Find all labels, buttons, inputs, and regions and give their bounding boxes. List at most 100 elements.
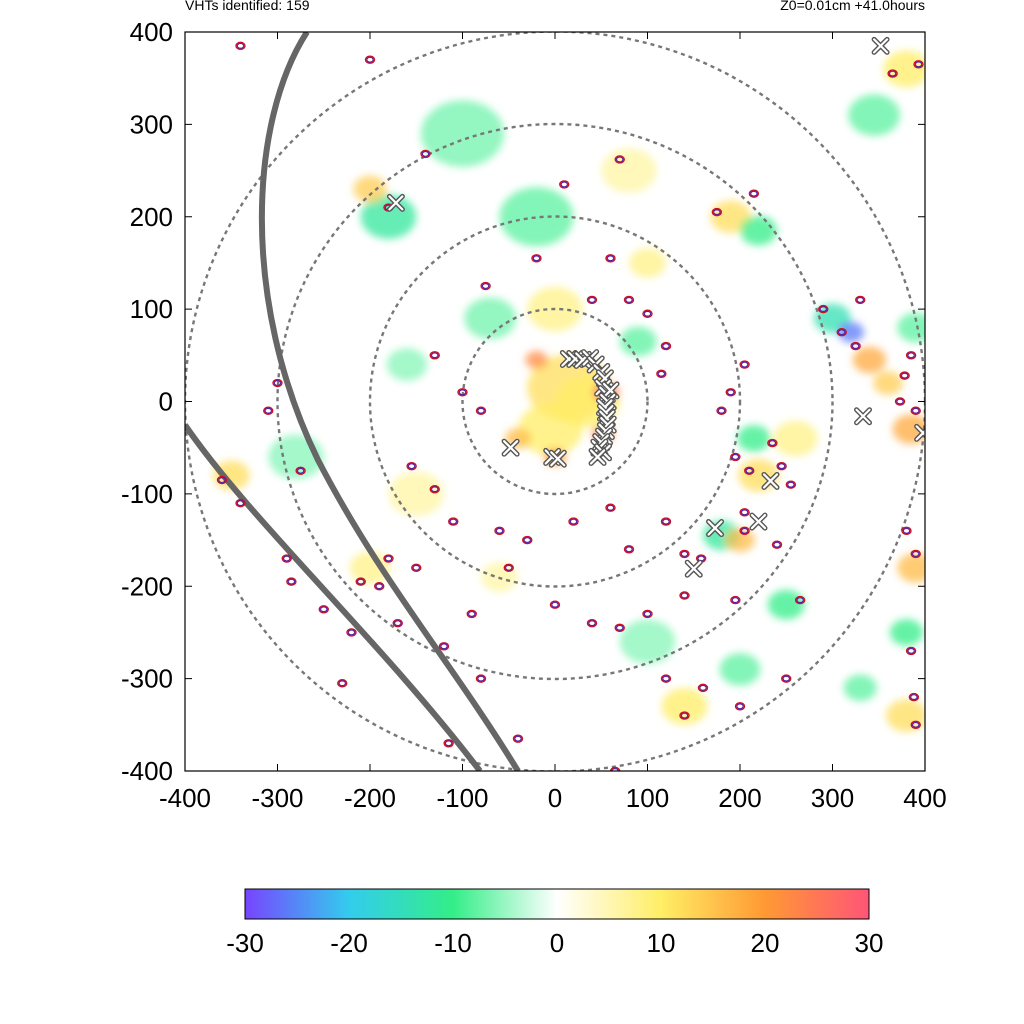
contour-outer [901,526,912,536]
vht-marker-core [873,38,889,54]
contour-outer [609,766,621,771]
anomaly-blob [349,551,391,585]
contour-outer [429,351,440,360]
contour-outer [614,155,625,164]
contour-loop [522,535,533,545]
contour-loop [908,692,920,702]
anomaly-field [212,50,925,732]
contour-outer [605,503,616,512]
contour-outer [355,577,366,586]
contour-outer [913,60,924,69]
contour-inner [421,150,430,157]
contour-outer [443,739,454,748]
contour-outer [679,591,690,600]
contour-loop [337,679,348,688]
x-tick-label: 400 [903,783,946,813]
anomaly-blob [518,403,583,456]
contour-inner [477,675,485,682]
contour-outer [771,540,783,549]
colorbar-tick-label: -30 [226,928,264,958]
contour-loop [910,406,921,415]
contour-outer [475,674,487,683]
contour-outer [263,406,274,415]
contour-inner [740,527,749,534]
contour-loop [355,577,366,586]
contour-outer [660,341,672,351]
contour-loop [725,388,736,397]
contour-loop [785,480,797,489]
contour-outer [374,582,385,591]
contour-inner [851,343,860,350]
contour-outer [559,180,570,189]
vht-marker-core [503,440,519,456]
run-info-label: Z0=0.01cm +41.0hours [780,0,925,13]
contour-inner [347,629,356,636]
y-tick-label: -100 [121,479,173,509]
contour-inner [467,610,476,617]
anomaly-blob [601,148,657,193]
contour-inner [273,380,282,387]
contour-outer [776,461,787,471]
anomaly-blob [838,321,864,343]
contour-outer [679,711,690,720]
contour-inner [796,597,804,604]
contour-inner [412,564,421,571]
contour-loop [734,702,746,711]
anomaly-blob [873,371,903,395]
anomaly-blob [889,619,924,646]
contour-outer [910,549,921,559]
anomaly-blob [619,326,657,357]
contour-outer [623,545,635,554]
coastlines [185,32,521,771]
contour-loop [605,503,616,512]
contour-outer [734,702,746,711]
contour-outer [642,309,653,318]
contour-inner [731,597,740,604]
contour-outer [392,619,403,628]
vht-marker [684,559,703,578]
contour-outer [568,517,579,526]
anomaly-blob [499,187,574,247]
contour-loop [905,646,917,656]
contour-inner [449,518,458,525]
range-ring-200 [368,215,742,588]
contour-outer [235,498,246,508]
range-ring-300 [276,122,834,681]
contour-outer [429,485,440,494]
contour-loop [503,563,514,572]
y-tick-label: 100 [130,294,173,324]
contour-inner [625,296,633,303]
contour-inner [477,407,485,414]
contour-inner [787,481,795,488]
contour-loop [494,526,505,536]
contour-outer [531,254,542,263]
contour-outer [586,619,598,628]
contour-loop [739,360,750,369]
y-tick-label: 0 [159,387,173,417]
contour-loop [836,328,847,337]
contour-inner [236,42,245,49]
contour-loop [295,466,306,475]
contour-outer [905,351,917,360]
contour-inner [430,352,439,359]
y-tick-label: 300 [130,109,173,139]
contour-inner [440,643,448,650]
vht-marker [706,519,725,538]
vht-markers [386,36,925,578]
contour-outer [337,679,348,688]
contour-inner [375,583,384,590]
contour-outer [512,734,524,743]
contour-inner [745,467,754,474]
vht-marker [501,438,520,457]
anomaly-blob [710,200,752,234]
contour-inner [504,564,513,571]
contour-inner [856,296,865,303]
anomaly-blob [464,297,517,340]
range-rings [185,32,925,771]
contour-inner [680,550,689,557]
contour-outer [910,406,921,415]
contour-inner [514,735,522,742]
range-ring-100 [461,307,649,496]
anomaly-blob [719,653,761,686]
